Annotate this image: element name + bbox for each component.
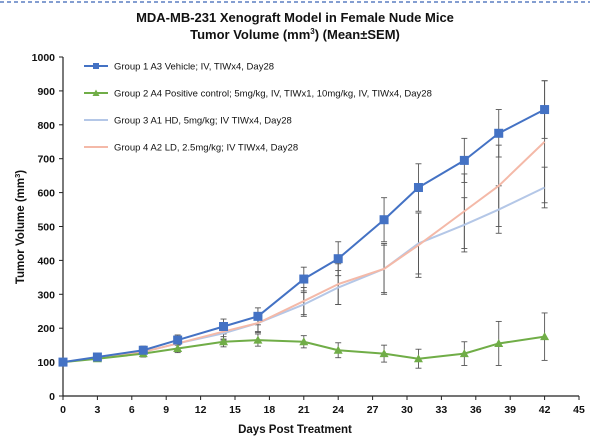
y-tick-label: 100 [37, 357, 55, 369]
y-tick-label: 700 [37, 154, 55, 166]
x-tick-label: 42 [539, 404, 551, 416]
y-axis-title-sup: 3 [13, 174, 22, 178]
data-point-group-2 [413, 354, 423, 363]
data-point-group-1 [138, 345, 148, 355]
data-point-group-2 [219, 337, 229, 346]
x-tick-label: 24 [332, 404, 344, 416]
x-tick-label: 36 [470, 404, 482, 416]
data-point-group-2 [379, 349, 389, 358]
x-tick-label: 39 [504, 404, 516, 416]
data-point-group-1 [540, 105, 550, 115]
data-point-group-2 [333, 345, 343, 354]
legend: Group 1 A3 Vehicle; IV, TIWx4, Day28 Grou… [84, 62, 432, 154]
data-point-group-2 [459, 349, 469, 358]
data-point-group-2 [299, 337, 309, 346]
x-tick-label: 3 [94, 404, 100, 416]
data-point-group-2 [173, 344, 183, 353]
data-point-group-1 [173, 335, 183, 345]
y-axis-title: Tumor Volume (mm3) [13, 170, 27, 284]
data-point-group-2 [540, 332, 550, 341]
chart-subtitle-prefix: Tumor Volume (mm [190, 27, 310, 42]
data-point-group-1 [379, 215, 389, 225]
y-tick-label: 0 [49, 391, 55, 403]
y-tick-label: 400 [37, 255, 55, 267]
x-tick-label: 18 [264, 404, 276, 416]
y-tick-label: 1000 [32, 52, 56, 64]
x-tick-label: 33 [436, 404, 448, 416]
series-layer [58, 105, 550, 367]
data-point-group-1 [494, 128, 504, 138]
x-tick-label: 0 [60, 404, 66, 416]
x-tick-label: 27 [367, 404, 379, 416]
y-tick-label: 200 [37, 323, 55, 335]
chart-subtitle-sup: 3 [310, 27, 315, 36]
chart-subtitle-suffix: ) (Mean±SEM) [315, 27, 400, 42]
x-tick-label: 15 [229, 404, 241, 416]
x-tick-label: 9 [163, 404, 169, 416]
legend-swatch-marker [93, 63, 99, 69]
x-tick-label: 30 [401, 404, 413, 416]
data-point-group-1 [253, 311, 263, 321]
data-point-group-2 [253, 335, 263, 344]
series-line-group-4 [62, 141, 546, 364]
x-tick-label: 6 [129, 404, 135, 416]
legend-label-group-1: Group 1 A3 Vehicle; IV, TIWx4, Day28 [114, 62, 274, 73]
y-tick-label: 900 [37, 86, 55, 98]
y-tick-label: 600 [37, 188, 55, 200]
data-point-group-1 [92, 352, 102, 362]
data-point-group-1 [413, 183, 423, 193]
y-tick-label: 500 [37, 222, 55, 234]
x-tick-label: 12 [195, 404, 207, 416]
data-point-group-1 [58, 357, 68, 367]
data-point-group-1 [333, 254, 343, 264]
legend-swatch-marker [92, 89, 100, 96]
legend-label-group-2: Group 2 A4 Positive control; 5mg/kg, IV,… [114, 89, 432, 100]
x-tick-label: 21 [298, 404, 310, 416]
data-point-group-2 [494, 338, 504, 347]
chart-title: MDA-MB-231 Xenograft Model in Female Nud… [136, 10, 454, 25]
x-axis-title: Days Post Treatment [238, 424, 352, 436]
data-point-group-1 [219, 322, 229, 332]
chart-subtitle: Tumor Volume (mm3) (Mean±SEM) [190, 27, 400, 42]
y-axis-title-suffix: ) [15, 170, 27, 174]
data-point-group-1 [459, 155, 469, 165]
y-axis-title-prefix: Tumor Volume (mm [15, 178, 27, 284]
data-point-group-1 [299, 274, 309, 284]
legend-label-group-4: Group 4 A2 LD, 2.5mg/kg; IV TIWx4, Day28 [114, 143, 298, 154]
y-tick-label: 300 [37, 289, 55, 301]
legend-label-group-3: Group 3 A1 HD, 5mg/kg; IV TIWx4, Day28 [114, 116, 292, 127]
x-tick-label: 45 [573, 404, 585, 416]
y-tick-label: 800 [37, 120, 55, 132]
